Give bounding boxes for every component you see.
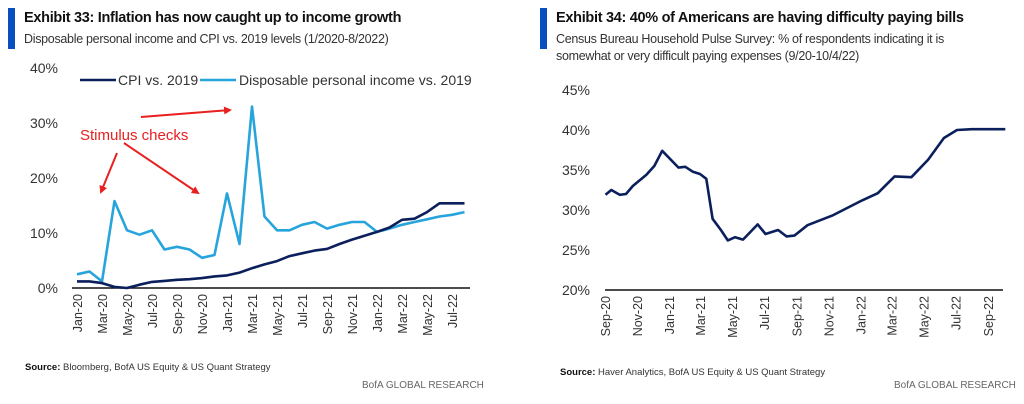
exhibit-33-plot: 0% 10% 20% 30% 40% Jan-20 Mar-20 May-20 Jul-20 Se… — [30, 60, 470, 336]
annotation-stimulus-checks: Stimulus checks — [80, 127, 188, 144]
exhibit-33-accent-bar — [8, 8, 15, 49]
x-tick-label: May-21 — [271, 294, 285, 336]
x-tick-label: Sep-22 — [982, 296, 996, 336]
exhibit-34-accent-bar — [540, 8, 547, 49]
legend-label-cpi: CPI vs. 2019 — [118, 72, 198, 88]
exhibit-33-subtitle: Disposable personal income and CPI vs. 2… — [24, 32, 389, 46]
y-tick-label: 30% — [30, 115, 58, 131]
x-tick-label: Jan-22 — [855, 296, 869, 334]
x-tick-label: Mar-21 — [694, 296, 708, 336]
exhibit-33-title: Exhibit 33: Inflation has now caught up … — [24, 10, 402, 26]
x-tick-label: Jan-21 — [663, 296, 677, 334]
x-tick-label: Nov-20 — [631, 296, 645, 336]
y-tick-label: 30% — [562, 202, 590, 218]
exhibit-33-brand: BofA GLOBAL RESEARCH — [362, 380, 484, 391]
exhibit-34-subtitle-line-2: somewhat or very difficult paying expens… — [556, 49, 859, 63]
exhibit-33-source: Source: Bloomberg, BofA US Equity & US Q… — [25, 362, 271, 373]
x-tick-label: May-22 — [421, 294, 435, 336]
x-tick-label: Jul-22 — [949, 296, 963, 330]
y-tick-label: 0% — [38, 280, 58, 296]
x-tick-label: Nov-20 — [196, 294, 210, 334]
series-line-income — [76, 105, 465, 283]
source-label: Source: — [25, 362, 61, 373]
source-label: Source: — [560, 367, 596, 378]
exhibit-34-subtitle-line-1: Census Bureau Household Pulse Survey: % … — [556, 32, 944, 46]
x-tick-label: Sep-20 — [599, 296, 613, 336]
exhibit-34-plot: 20% 25% 30% 35% 40% 45% Sep-20 Nov-20 Jan-21 Mar-… — [562, 82, 1006, 338]
annotation-arrow — [140, 106, 232, 118]
x-tick-label: Sep-21 — [791, 296, 805, 336]
y-tick-label: 25% — [562, 242, 590, 258]
legend: CPI vs. 2019 Disposable personal income … — [80, 72, 472, 88]
source-text: Bloomberg, BofA US Equity & US Quant Str… — [63, 362, 271, 373]
legend-label-income: Disposable personal income vs. 2019 — [239, 72, 472, 88]
x-tick-label: Mar-21 — [246, 294, 260, 334]
x-tick-label: Jul-21 — [758, 296, 772, 330]
x-tick-label: Jan-22 — [371, 294, 385, 332]
exhibit-34-source: Source: Haver Analytics, BofA US Equity … — [560, 367, 825, 378]
x-tick-label: May-21 — [726, 296, 740, 338]
y-tick-label: 40% — [30, 60, 58, 76]
x-tick-label: Nov-21 — [346, 294, 360, 334]
y-tick-label: 10% — [30, 225, 58, 241]
y-tick-label: 40% — [562, 122, 590, 138]
y-tick-label: 45% — [562, 82, 590, 98]
annotation-arrow — [99, 152, 118, 194]
exhibit-34-brand: BofA GLOBAL RESEARCH — [894, 380, 1016, 391]
x-tick-label: Jan-21 — [221, 294, 235, 332]
source-text: Haver Analytics, BofA US Equity & US Qua… — [598, 367, 826, 378]
exhibit-34-title: Exhibit 34: 40% of Americans are having … — [556, 10, 964, 26]
x-tick-label: Sep-21 — [321, 294, 335, 334]
x-tick-label: Mar-22 — [885, 296, 899, 336]
y-tick-label: 20% — [562, 282, 590, 298]
x-tick-label: May-22 — [917, 296, 931, 338]
y-tick-label: 35% — [562, 162, 590, 178]
annotation-arrow — [123, 142, 200, 195]
x-tick-label: Jan-20 — [71, 294, 85, 332]
x-tick-label: Jul-20 — [146, 294, 160, 328]
series-line-cpi — [77, 202, 465, 290]
x-tick-label: Mar-20 — [96, 294, 110, 334]
y-tick-label: 20% — [30, 170, 58, 186]
x-tick-label: Nov-21 — [823, 296, 837, 336]
stimulus-annotation: Stimulus checks — [80, 106, 232, 195]
x-tick-label: Jul-22 — [446, 294, 460, 328]
x-tick-label: Jul-21 — [296, 294, 310, 328]
x-tick-label: Sep-20 — [171, 294, 185, 334]
x-tick-label: Mar-22 — [396, 294, 410, 334]
series-line-difficulty-paying — [604, 127, 1006, 242]
x-tick-label: May-20 — [121, 294, 135, 336]
